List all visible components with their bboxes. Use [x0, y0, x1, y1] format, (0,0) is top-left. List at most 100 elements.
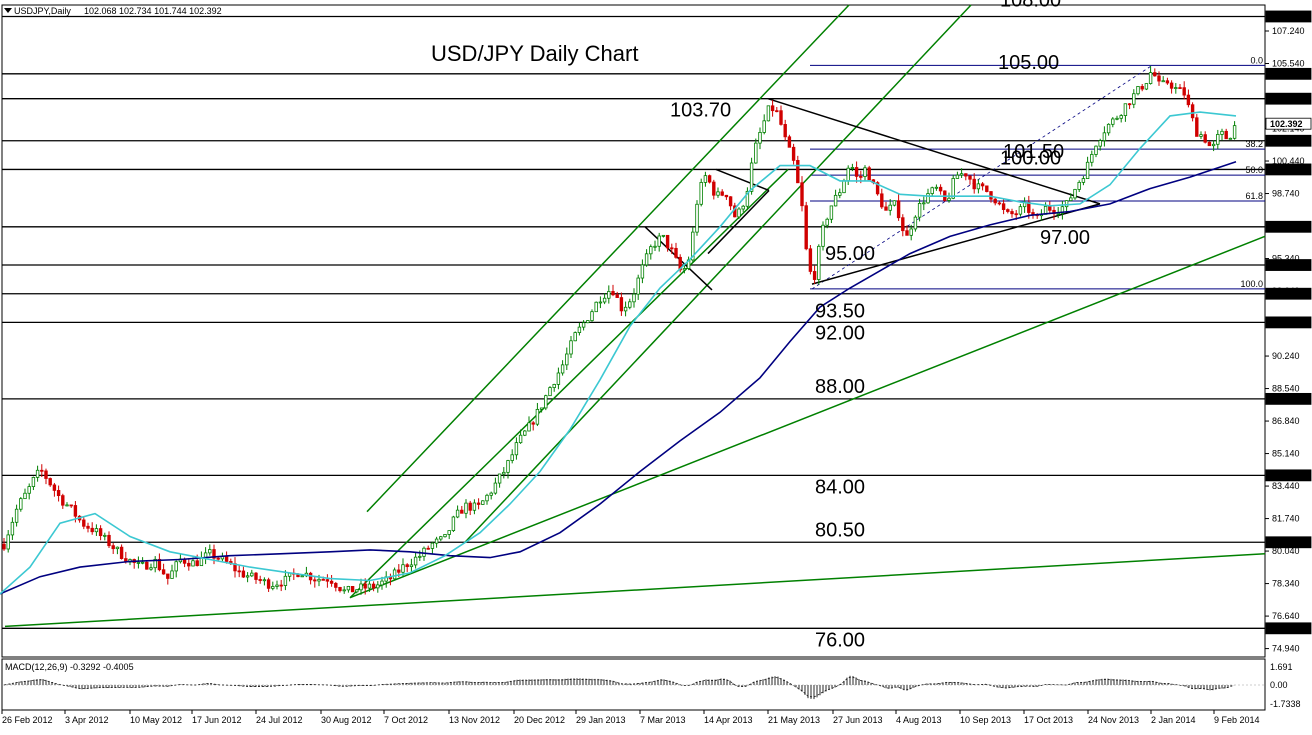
candle-body: [283, 575, 288, 586]
candle-body: [418, 555, 422, 558]
candle-body: [90, 527, 94, 533]
candle-body: [1199, 134, 1203, 137]
ohlc-values: 102.068 102.734 101.744 102.392: [84, 6, 222, 16]
candle-body: [413, 556, 418, 566]
candle-body: [938, 186, 943, 192]
y-tick-label: 81.740: [1272, 514, 1300, 524]
candle-body: [69, 504, 73, 507]
candle-body: [136, 562, 141, 564]
candle-body: [720, 191, 724, 196]
channel-trendline: [366, 4, 850, 513]
y-tick-label: 78.340: [1272, 579, 1300, 589]
candle-body: [1006, 209, 1010, 212]
candle-body: [825, 218, 829, 226]
candle-body: [779, 110, 783, 125]
candle-body: [279, 584, 283, 587]
candle-body: [31, 476, 36, 488]
candle-body: [300, 575, 304, 578]
price-label: 92.000: [1270, 318, 1298, 328]
candle-body: [640, 264, 645, 279]
candle-body: [623, 306, 628, 312]
candle-body: [224, 555, 229, 562]
candle-body: [56, 490, 61, 497]
candle-body: [766, 105, 771, 122]
x-tick-label: 3 Apr 2012: [65, 715, 109, 725]
candle-body: [510, 454, 514, 461]
candle-body: [552, 383, 556, 388]
candle-body: [712, 181, 716, 196]
candle-body: [922, 202, 926, 205]
candle-body: [653, 245, 657, 248]
candle-body: [506, 460, 510, 473]
price-label-box: [1265, 67, 1312, 80]
y-tick-label: 76.640: [1272, 611, 1300, 621]
candle-body: [800, 182, 804, 207]
candle-body: [569, 340, 573, 355]
candle-body: [1140, 86, 1144, 90]
candle-body: [371, 583, 376, 589]
fib-ratio-label: 50.0: [1245, 165, 1263, 175]
candle-body: [955, 174, 960, 179]
candle-body: [846, 167, 850, 182]
candle-body: [346, 586, 351, 591]
candle-body: [6, 534, 10, 550]
candle-body: [1115, 117, 1119, 120]
macd-signal-line: [3, 676, 1235, 698]
candle-body: [1094, 145, 1098, 155]
candle-body: [1102, 132, 1107, 141]
macd-scale-mid: 0.00: [1270, 680, 1288, 690]
candle-body: [455, 509, 460, 518]
candle-body: [35, 469, 40, 478]
candle-body: [875, 182, 880, 195]
candle-body: [523, 430, 527, 436]
candle-body: [1195, 117, 1199, 137]
candle-body: [174, 561, 178, 572]
candle-body: [1169, 82, 1174, 89]
candle-body: [241, 570, 246, 578]
candle-body: [695, 203, 699, 233]
candle-body: [23, 492, 27, 500]
candle-body: [905, 230, 909, 236]
candle-body: [934, 186, 939, 189]
candle-body: [329, 580, 334, 584]
x-tick-label: 9 Feb 2014: [1214, 715, 1260, 725]
candle-body: [1203, 134, 1207, 143]
candle-body: [1056, 213, 1060, 215]
fib-ratio-label: 61.8: [1245, 191, 1263, 201]
dropdown-arrow-icon[interactable]: [4, 8, 12, 13]
price-label: 76.000: [1270, 624, 1298, 634]
candle-body: [338, 586, 342, 592]
candle-body: [149, 567, 153, 570]
candle-body: [812, 271, 817, 280]
candle-body: [497, 473, 502, 484]
candle-body: [1119, 115, 1123, 119]
candle-body: [682, 268, 687, 271]
pattern-trendline: [644, 226, 713, 291]
candle-body: [598, 301, 603, 304]
x-tick-label: 30 Aug 2012: [321, 715, 372, 725]
candle-body: [548, 387, 552, 397]
candle-body: [539, 407, 544, 410]
candle-body: [691, 231, 695, 261]
support-trendline: [4, 553, 1266, 628]
candle-body: [737, 208, 741, 218]
y-tick-label: 105.540: [1272, 59, 1305, 69]
candle-body: [1018, 206, 1023, 215]
candle-body: [439, 536, 443, 540]
x-tick-label: 17 Jun 2012: [192, 715, 242, 725]
level-label: 108.00: [1000, 0, 1061, 11]
x-tick-label: 13 Nov 2012: [449, 715, 500, 725]
x-tick-label: 29 Jan 2013: [576, 715, 626, 725]
level-label: 92.00: [815, 322, 865, 344]
candle-body: [44, 470, 48, 479]
candle-body: [951, 178, 955, 199]
candle-body: [245, 575, 250, 578]
candle-body: [867, 167, 871, 181]
candle-body: [758, 131, 762, 144]
candle-body: [216, 557, 220, 560]
candle-body: [61, 495, 65, 506]
candle-body: [1001, 203, 1006, 210]
candle-body: [670, 247, 674, 250]
candle-body: [892, 200, 897, 206]
